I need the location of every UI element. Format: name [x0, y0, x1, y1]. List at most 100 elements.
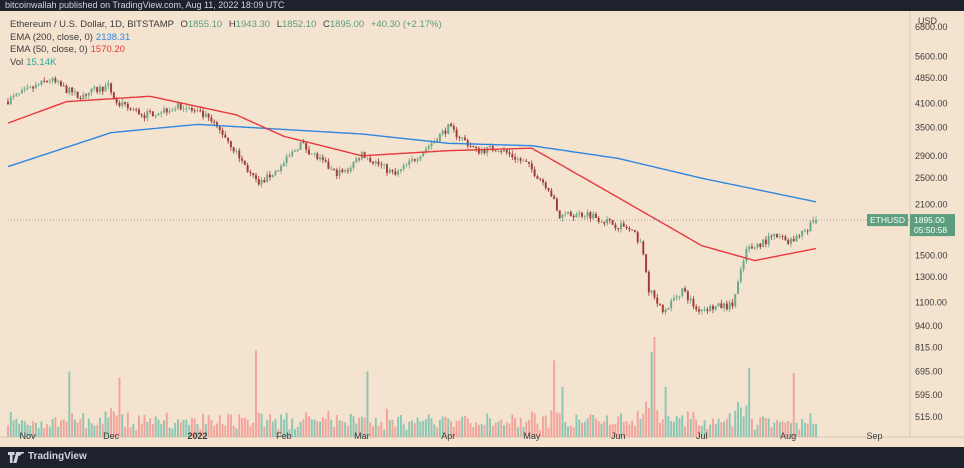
- candle-body: [731, 302, 734, 307]
- candle-body: [15, 93, 18, 96]
- tradingview-logo-icon[interactable]: [8, 452, 24, 463]
- candle-body: [176, 102, 179, 109]
- volume-bar: [575, 414, 578, 437]
- volume-bar: [313, 419, 316, 437]
- candle-body: [578, 212, 581, 215]
- volume-bar: [792, 373, 795, 437]
- volume-bar: [525, 422, 528, 437]
- volume-bar: [461, 416, 464, 437]
- candle-body: [528, 161, 531, 164]
- x-tick-label: Mar: [354, 431, 370, 441]
- candle-body: [500, 151, 503, 152]
- footer-brand[interactable]: TradingView: [28, 451, 87, 462]
- candle-body: [107, 83, 110, 86]
- candle-body: [787, 239, 790, 244]
- candle-body: [734, 293, 737, 307]
- volume-bar: [684, 426, 687, 437]
- candle-body: [255, 175, 257, 180]
- chart-area[interactable]: USD 515.00 595.00 695.00 815.00 940.00 1100.00…: [0, 11, 964, 447]
- volume-bar: [140, 423, 143, 437]
- volume-bar: [625, 420, 628, 437]
- candle-body: [725, 303, 728, 310]
- volume-bar: [441, 416, 444, 437]
- volume-bar: [96, 424, 99, 437]
- candle-body: [185, 108, 188, 110]
- volume-bar: [806, 423, 809, 437]
- candle-body: [76, 91, 79, 98]
- candle-body: [812, 220, 815, 223]
- volume-bar: [257, 412, 260, 437]
- volume-bar: [243, 417, 246, 437]
- volume-bar: [90, 423, 93, 437]
- candle-body: [252, 173, 255, 176]
- volume-bar: [98, 417, 101, 437]
- volume-bar: [374, 417, 377, 437]
- symbol-tag: ETHUSD: [870, 215, 905, 225]
- ema200-line: [7, 123, 817, 203]
- candle-body: [18, 93, 21, 95]
- volume-bar: [469, 423, 472, 437]
- volume-bar: [71, 413, 74, 437]
- y-tick-label: 515.00: [915, 412, 943, 422]
- candle-body: [516, 158, 519, 160]
- candle-body: [656, 297, 659, 304]
- volume-bar: [589, 414, 592, 437]
- volume-bar: [466, 418, 469, 437]
- candle-body: [625, 226, 628, 229]
- vol-value: 15.14K: [26, 56, 57, 68]
- volume-bar: [101, 423, 104, 437]
- volume-bar: [358, 417, 361, 437]
- candle-body: [664, 309, 667, 312]
- volume-bar: [174, 422, 177, 437]
- candle-body: [9, 97, 12, 105]
- candle-body: [277, 170, 280, 172]
- volume-bar: [232, 425, 235, 437]
- candle-body: [806, 230, 809, 232]
- volume-bar: [795, 422, 798, 437]
- legend-ema50-row[interactable]: EMA (50, close, 0) 1570.20: [10, 44, 442, 57]
- candle-body: [753, 247, 756, 249]
- volume-bar: [731, 426, 734, 437]
- volume-bar: [160, 423, 163, 437]
- candle-body: [246, 164, 249, 172]
- candle-body: [235, 150, 238, 152]
- candle-body: [90, 88, 93, 93]
- ohlc-close-label: C: [323, 19, 330, 30]
- volume-bar: [282, 419, 285, 437]
- volume-bar: [544, 415, 547, 437]
- candle-body: [210, 117, 213, 122]
- footer-bar: TradingView: [0, 447, 964, 468]
- volume-bar: [784, 422, 787, 437]
- volume-bar: [34, 422, 37, 437]
- legend-symbol-row: Ethereum / U.S. Dollar, 1D, BITSTAMP O18…: [10, 19, 442, 32]
- legend-vol-row[interactable]: Vol 15.14K: [10, 57, 442, 70]
- candle-body: [202, 110, 205, 117]
- candle-body: [700, 309, 703, 312]
- candle-body: [333, 168, 335, 170]
- volume-bar: [636, 411, 639, 437]
- candle-body: [146, 111, 149, 119]
- candle-body: [631, 229, 634, 231]
- candle-body: [461, 137, 464, 139]
- candle-body: [497, 151, 500, 152]
- candle-body: [227, 137, 230, 142]
- volume-bar: [280, 414, 283, 437]
- candle-body: [137, 109, 140, 115]
- x-tick-label: Jul: [696, 431, 708, 441]
- volume-bar: [750, 418, 753, 437]
- volume-bar: [567, 426, 570, 437]
- candle-body: [372, 161, 374, 164]
- candle-body: [324, 159, 327, 162]
- candle-body: [594, 213, 597, 218]
- candle-body: [62, 85, 65, 87]
- symbol-title: Ethereum / U.S. Dollar, 1D, BITSTAMP: [10, 19, 174, 30]
- volume-bar: [753, 429, 756, 437]
- candle-body: [213, 121, 216, 123]
- volume-bar: [235, 428, 238, 437]
- legend-ema200-row[interactable]: EMA (200, close, 0) 2138.31: [10, 32, 442, 45]
- volume-bar: [561, 387, 564, 437]
- price-chart[interactable]: USD 515.00 595.00 695.00 815.00 940.00 1100.00…: [0, 11, 964, 447]
- volume-bar: [489, 418, 492, 437]
- volume-bar: [307, 416, 310, 437]
